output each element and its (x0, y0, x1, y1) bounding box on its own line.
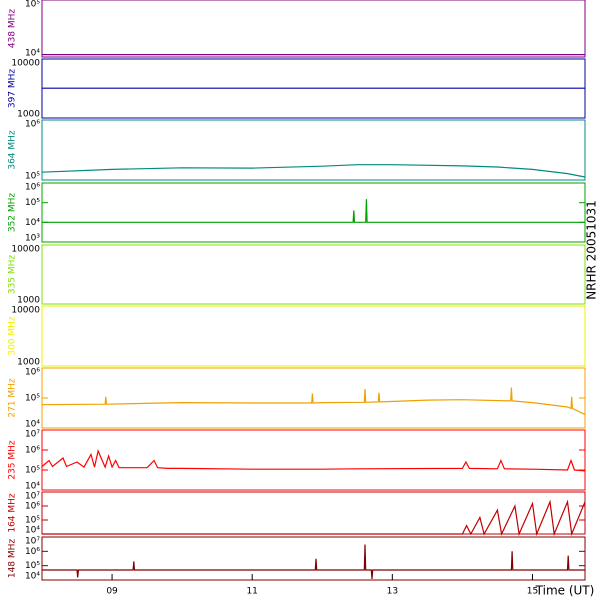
x-tick-label: 09 (106, 587, 118, 597)
y-tick-label: 1000 (17, 110, 40, 120)
data-line (41, 164, 586, 178)
y-axis-label: 335 MHz (8, 255, 18, 295)
y-tick-label: 10⁴ (25, 526, 40, 536)
y-tick-label: 10⁶ (25, 502, 40, 512)
data-line (42, 499, 586, 537)
y-tick-label: 1000 (17, 296, 40, 306)
y-tick-label: 10⁴ (25, 218, 40, 228)
y-tick-label: 10⁶ (25, 183, 40, 193)
data-line (41, 387, 586, 416)
y-tick-label: 10000 (11, 306, 40, 316)
y-axis-label: 148 MHz (8, 539, 18, 579)
y-tick-label: 10⁵ (25, 0, 40, 10)
y-tick-label: 10⁷ (25, 537, 40, 547)
panel-frame (41, 119, 586, 181)
y-tick-label: 10⁶ (25, 446, 40, 456)
x-axis-label: Time (UT) (535, 584, 595, 598)
x-tick-label: 13 (387, 587, 398, 597)
y-tick-label: 10⁵ (25, 394, 40, 404)
y-tick-label: 10⁶ (25, 120, 40, 130)
y-tick-label: 10⁴ (25, 572, 40, 582)
y-tick-label: 10000 (11, 59, 40, 69)
y-axis-label: 364 MHz (8, 130, 18, 170)
side-label: NRHR 20051031 (585, 200, 599, 300)
y-tick-label: 10³ (25, 234, 40, 244)
y-tick-label: 10⁶ (25, 368, 40, 378)
y-tick-label: 10⁴ (25, 49, 40, 59)
y-tick-label: 10⁶ (25, 547, 40, 557)
panel-frame (41, 0, 586, 58)
y-tick-label: 10⁵ (25, 172, 40, 182)
y-tick-label: 10000 (11, 245, 40, 255)
y-tick-label: 10⁴ (25, 482, 40, 492)
data-line (42, 544, 585, 579)
y-axis-label: 352 MHz (8, 193, 18, 233)
y-tick-label: 10⁵ (25, 561, 40, 571)
y-tick-label: 10⁵ (25, 466, 40, 476)
y-tick-label: 10⁷ (25, 492, 40, 502)
y-tick-label: 10⁴ (25, 420, 40, 430)
y-axis-label: 397 MHz (8, 69, 18, 109)
panel-frame (41, 305, 586, 367)
y-tick-label: 10⁵ (25, 198, 40, 208)
y-tick-label: 1000 (17, 358, 40, 368)
panel-frame (41, 244, 586, 305)
y-tick-label: 10⁵ (25, 516, 40, 526)
panel-frame (41, 182, 586, 243)
y-axis-label: 438 MHz (8, 9, 18, 49)
panel-frame (41, 429, 586, 491)
y-axis-label: 235 MHz (8, 440, 18, 480)
x-tick-label: 15 (527, 587, 538, 597)
data-line (41, 448, 586, 472)
y-axis-label: 271 MHz (8, 378, 18, 418)
y-axis-label: 164 MHz (8, 493, 18, 533)
panel-frame (41, 491, 586, 535)
panel-frame (41, 536, 586, 581)
y-tick-label: 10⁷ (25, 430, 40, 440)
data-line (42, 199, 585, 223)
x-tick-label: 11 (246, 587, 257, 597)
panel-frame (41, 367, 586, 429)
y-axis-label: 300 MHz (8, 316, 18, 356)
